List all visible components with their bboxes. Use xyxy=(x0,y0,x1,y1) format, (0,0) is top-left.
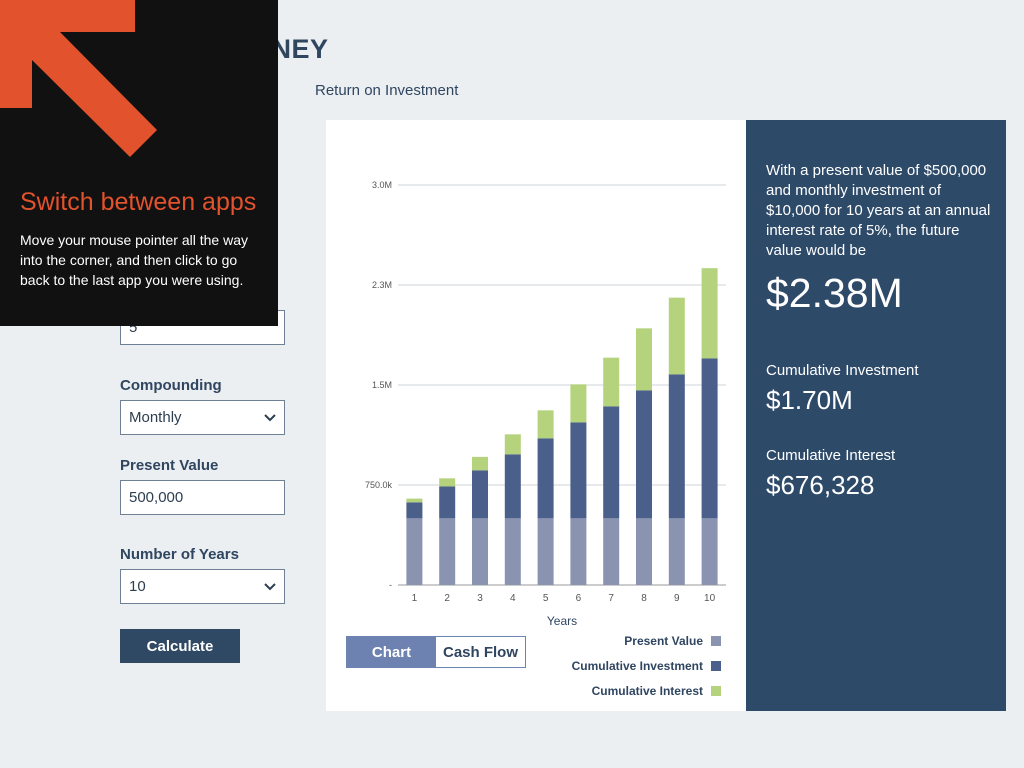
y-tick-label: 3.0M xyxy=(372,180,392,190)
legend-swatch xyxy=(711,661,721,671)
present-value-input[interactable]: 500,000 xyxy=(120,480,285,515)
bar-segment xyxy=(439,478,456,487)
years-value: 10 xyxy=(129,578,146,595)
tip-title: Switch between apps xyxy=(20,188,257,216)
chart-panel: - 750.0k 1.5M 2.3M 3.0M 1 2 3 4 5 6 7 8 9 10 Years Char… xyxy=(326,120,746,711)
bar-segment xyxy=(603,406,620,519)
bar-segment xyxy=(472,518,488,585)
switch-apps-tip: Switch between apps Move your mouse poin… xyxy=(0,0,278,326)
bar-segment xyxy=(504,434,521,455)
x-tick-label: 7 xyxy=(608,593,614,604)
legend-label: Present Value xyxy=(624,634,703,648)
present-value-label: Present Value xyxy=(120,457,219,474)
chart-tab[interactable]: Chart xyxy=(347,637,436,667)
cashflow-tab[interactable]: Cash Flow xyxy=(436,637,525,667)
compounding-value: Monthly xyxy=(129,409,182,426)
bar-segment xyxy=(406,502,423,519)
legend-cumulative-interest: Cumulative Interest xyxy=(592,684,721,698)
bar-segment xyxy=(701,268,718,359)
summary-description: With a present value of $500,000 and mon… xyxy=(766,162,991,259)
legend-present-value: Present Value xyxy=(624,634,721,648)
y-tick-label: 750.0k xyxy=(365,480,393,490)
summary-panel: With a present value of $500,000 and mon… xyxy=(746,120,1006,711)
x-tick-label: 10 xyxy=(704,593,716,604)
x-tick-label: 2 xyxy=(444,593,450,604)
x-tick-label: 6 xyxy=(576,593,582,604)
y-tick-label: 1.5M xyxy=(372,380,392,390)
x-tick-label: 1 xyxy=(412,593,418,604)
legend-label: Cumulative Interest xyxy=(591,684,703,698)
bar-segment xyxy=(439,486,456,519)
bar-segment xyxy=(701,518,718,585)
bar-segment xyxy=(406,498,423,503)
bar-segment xyxy=(537,410,554,439)
chevron-down-icon xyxy=(264,582,276,590)
bar-segment xyxy=(504,518,521,585)
bar-segment xyxy=(668,374,685,519)
compounding-label: Compounding xyxy=(120,377,222,394)
legend-swatch xyxy=(711,686,721,696)
bar-segment xyxy=(636,518,652,585)
legend-cumulative-investment: Cumulative Investment xyxy=(572,659,721,673)
bar-segment xyxy=(406,518,423,585)
x-tick-label: 9 xyxy=(674,593,680,604)
x-tick-label: 8 xyxy=(641,593,647,604)
bar-segment xyxy=(668,297,685,375)
bar-segment xyxy=(636,390,652,519)
bar-segment xyxy=(570,518,587,585)
cum-interest-label: Cumulative Interest xyxy=(766,447,896,464)
bar-segment xyxy=(537,438,554,519)
bar-segment xyxy=(439,518,456,585)
bar-chart: - 750.0k 1.5M 2.3M 3.0M 1 2 3 4 5 6 7 8 9 10 Years xyxy=(365,180,726,628)
legend-label: Cumulative Investment xyxy=(571,659,703,673)
view-toggle: Chart Cash Flow xyxy=(346,636,526,668)
cum-interest-value: $676,328 xyxy=(766,470,875,500)
bar-segment xyxy=(636,328,652,391)
arrow-up-left-icon xyxy=(0,0,157,157)
bar-segment xyxy=(603,518,620,585)
legend-swatch xyxy=(711,636,721,646)
bar-segment xyxy=(504,454,521,519)
x-tick-label: 3 xyxy=(477,593,483,604)
x-tick-label: 4 xyxy=(510,593,516,604)
years-label: Number of Years xyxy=(120,546,239,563)
bar-segment xyxy=(472,470,488,519)
bar-segment xyxy=(537,518,554,585)
x-axis-label: Years xyxy=(547,614,577,628)
cum-investment-label: Cumulative Investment xyxy=(766,362,919,379)
future-value: $2.38M xyxy=(766,270,903,316)
bar-segment xyxy=(570,384,587,423)
chevron-down-icon xyxy=(264,413,276,421)
bar-segment xyxy=(603,357,620,407)
calculate-button[interactable]: Calculate xyxy=(120,629,240,663)
y-tick-label: 2.3M xyxy=(372,280,392,290)
years-select[interactable]: 10 xyxy=(120,569,285,604)
page-subtitle: Return on Investment xyxy=(315,82,459,99)
bar-segment xyxy=(668,518,685,585)
y-tick-label: - xyxy=(389,580,392,590)
compounding-select[interactable]: Monthly xyxy=(120,400,285,435)
cum-investment-value: $1.70M xyxy=(766,385,853,415)
x-tick-label: 5 xyxy=(543,593,549,604)
bar-segment xyxy=(472,456,488,471)
bar-segment xyxy=(570,422,587,519)
bar-segment xyxy=(701,358,718,519)
tip-text: Move your mouse pointer all the way into… xyxy=(20,232,248,288)
